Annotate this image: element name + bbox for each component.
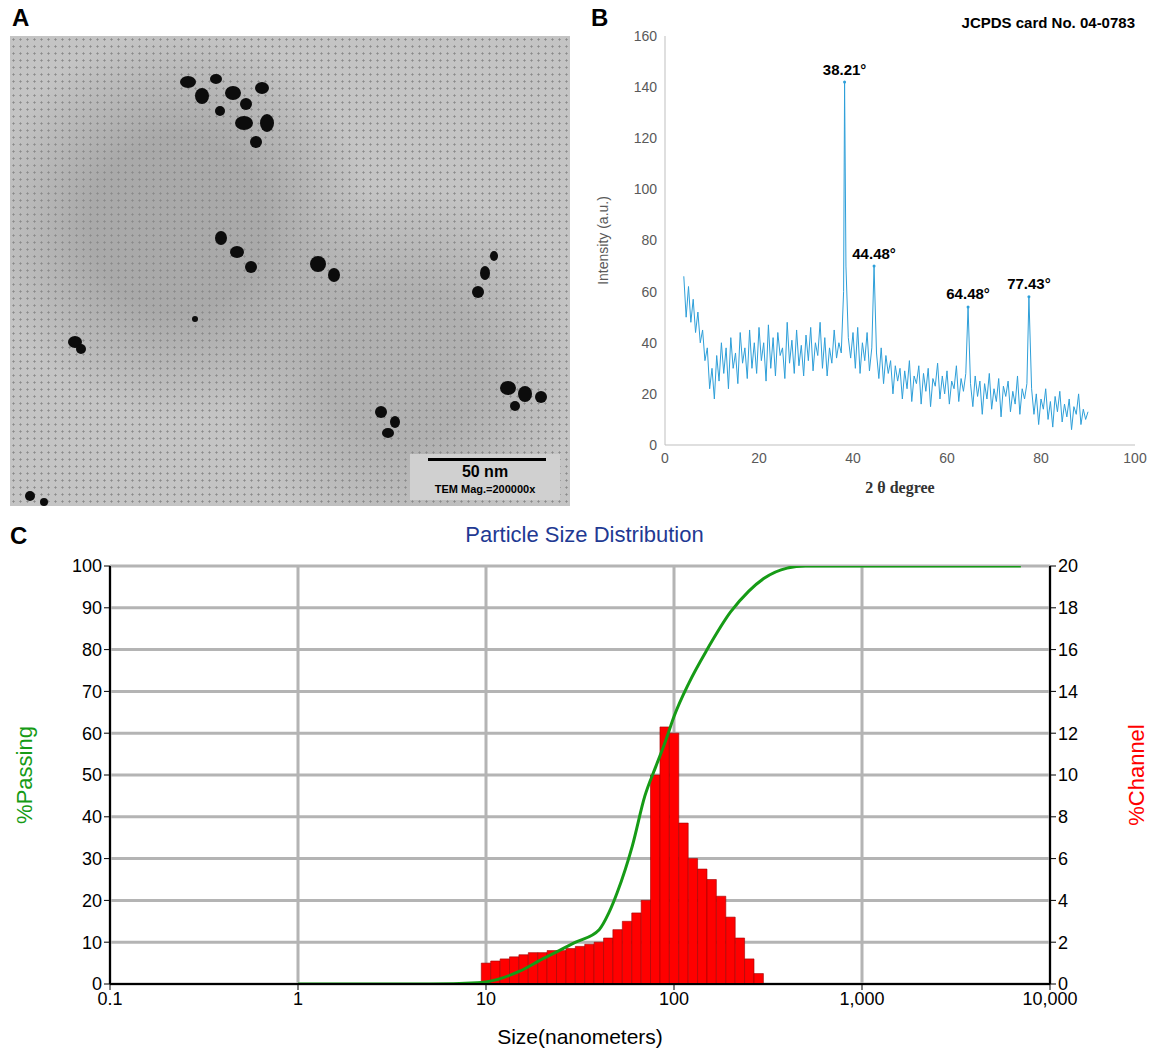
svg-text:20: 20 bbox=[1058, 556, 1078, 576]
svg-text:%Channel: %Channel bbox=[1124, 724, 1149, 826]
svg-text:60: 60 bbox=[641, 284, 657, 300]
svg-text:64.48°: 64.48° bbox=[946, 285, 990, 302]
html-text:C: C bbox=[10, 522, 28, 549]
html-text:A: A bbox=[12, 4, 30, 31]
svg-text:0: 0 bbox=[1058, 974, 1068, 994]
svg-text:14: 14 bbox=[1058, 682, 1078, 702]
svg-text:6: 6 bbox=[1058, 849, 1068, 869]
svg-text:90: 90 bbox=[82, 598, 102, 618]
html-text:Particle Size Distribution: Particle Size Distribution bbox=[465, 522, 704, 547]
svg-text:10,000: 10,000 bbox=[1022, 989, 1077, 1009]
svg-text:100: 100 bbox=[1123, 450, 1147, 466]
svg-text:120: 120 bbox=[634, 130, 658, 146]
svg-text:60: 60 bbox=[82, 724, 102, 744]
svg-text:100: 100 bbox=[659, 989, 689, 1009]
svg-text:8: 8 bbox=[1058, 807, 1068, 827]
svg-text:0: 0 bbox=[661, 450, 669, 466]
svg-text:18: 18 bbox=[1058, 598, 1078, 618]
svg-text:12: 12 bbox=[1058, 724, 1078, 744]
svg-text:0: 0 bbox=[649, 437, 657, 453]
html-text:B: B bbox=[591, 4, 609, 31]
svg-text:160: 160 bbox=[634, 28, 658, 44]
html-text:TEM Mag.=200000x: TEM Mag.=200000x bbox=[434, 483, 536, 495]
svg-text:Intensity (a.u.): Intensity (a.u.) bbox=[595, 196, 611, 285]
svg-text:30: 30 bbox=[82, 849, 102, 869]
svg-text:0: 0 bbox=[92, 974, 102, 994]
svg-text:4: 4 bbox=[1058, 891, 1068, 911]
html-text:JCPDS card No. 04-0783: JCPDS card No. 04-0783 bbox=[961, 14, 1135, 31]
svg-text:80: 80 bbox=[82, 640, 102, 660]
html-text:50 nm: 50 nm bbox=[461, 463, 509, 480]
svg-text:0.1: 0.1 bbox=[97, 988, 123, 1009]
svg-text:10: 10 bbox=[1058, 765, 1078, 785]
svg-text:1,000: 1,000 bbox=[839, 989, 884, 1009]
svg-text:%Passing: %Passing bbox=[12, 726, 37, 824]
svg-text:20: 20 bbox=[751, 450, 767, 466]
svg-text:40: 40 bbox=[82, 807, 102, 827]
svg-text:100: 100 bbox=[634, 181, 658, 197]
svg-text:80: 80 bbox=[641, 232, 657, 248]
svg-text:40: 40 bbox=[641, 335, 657, 351]
svg-text:2 θ degree: 2 θ degree bbox=[865, 479, 934, 497]
svg-text:100: 100 bbox=[72, 556, 102, 576]
svg-text:20: 20 bbox=[82, 891, 102, 911]
svg-text:10: 10 bbox=[82, 933, 102, 953]
svg-text:140: 140 bbox=[634, 79, 658, 95]
svg-text:38.21°: 38.21° bbox=[823, 61, 867, 78]
svg-text:10: 10 bbox=[476, 989, 496, 1009]
svg-text:16: 16 bbox=[1058, 640, 1078, 660]
svg-text:Size(nanometers): Size(nanometers) bbox=[497, 1025, 663, 1048]
svg-text:2: 2 bbox=[1058, 933, 1068, 953]
svg-text:60: 60 bbox=[939, 450, 955, 466]
svg-text:44.48°: 44.48° bbox=[852, 245, 896, 262]
svg-text:40: 40 bbox=[845, 450, 861, 466]
svg-text:50: 50 bbox=[82, 765, 102, 785]
svg-text:77.43°: 77.43° bbox=[1007, 275, 1051, 292]
svg-text:20: 20 bbox=[641, 386, 657, 402]
svg-text:1: 1 bbox=[293, 989, 303, 1009]
svg-text:70: 70 bbox=[82, 682, 102, 702]
svg-text:80: 80 bbox=[1033, 450, 1049, 466]
